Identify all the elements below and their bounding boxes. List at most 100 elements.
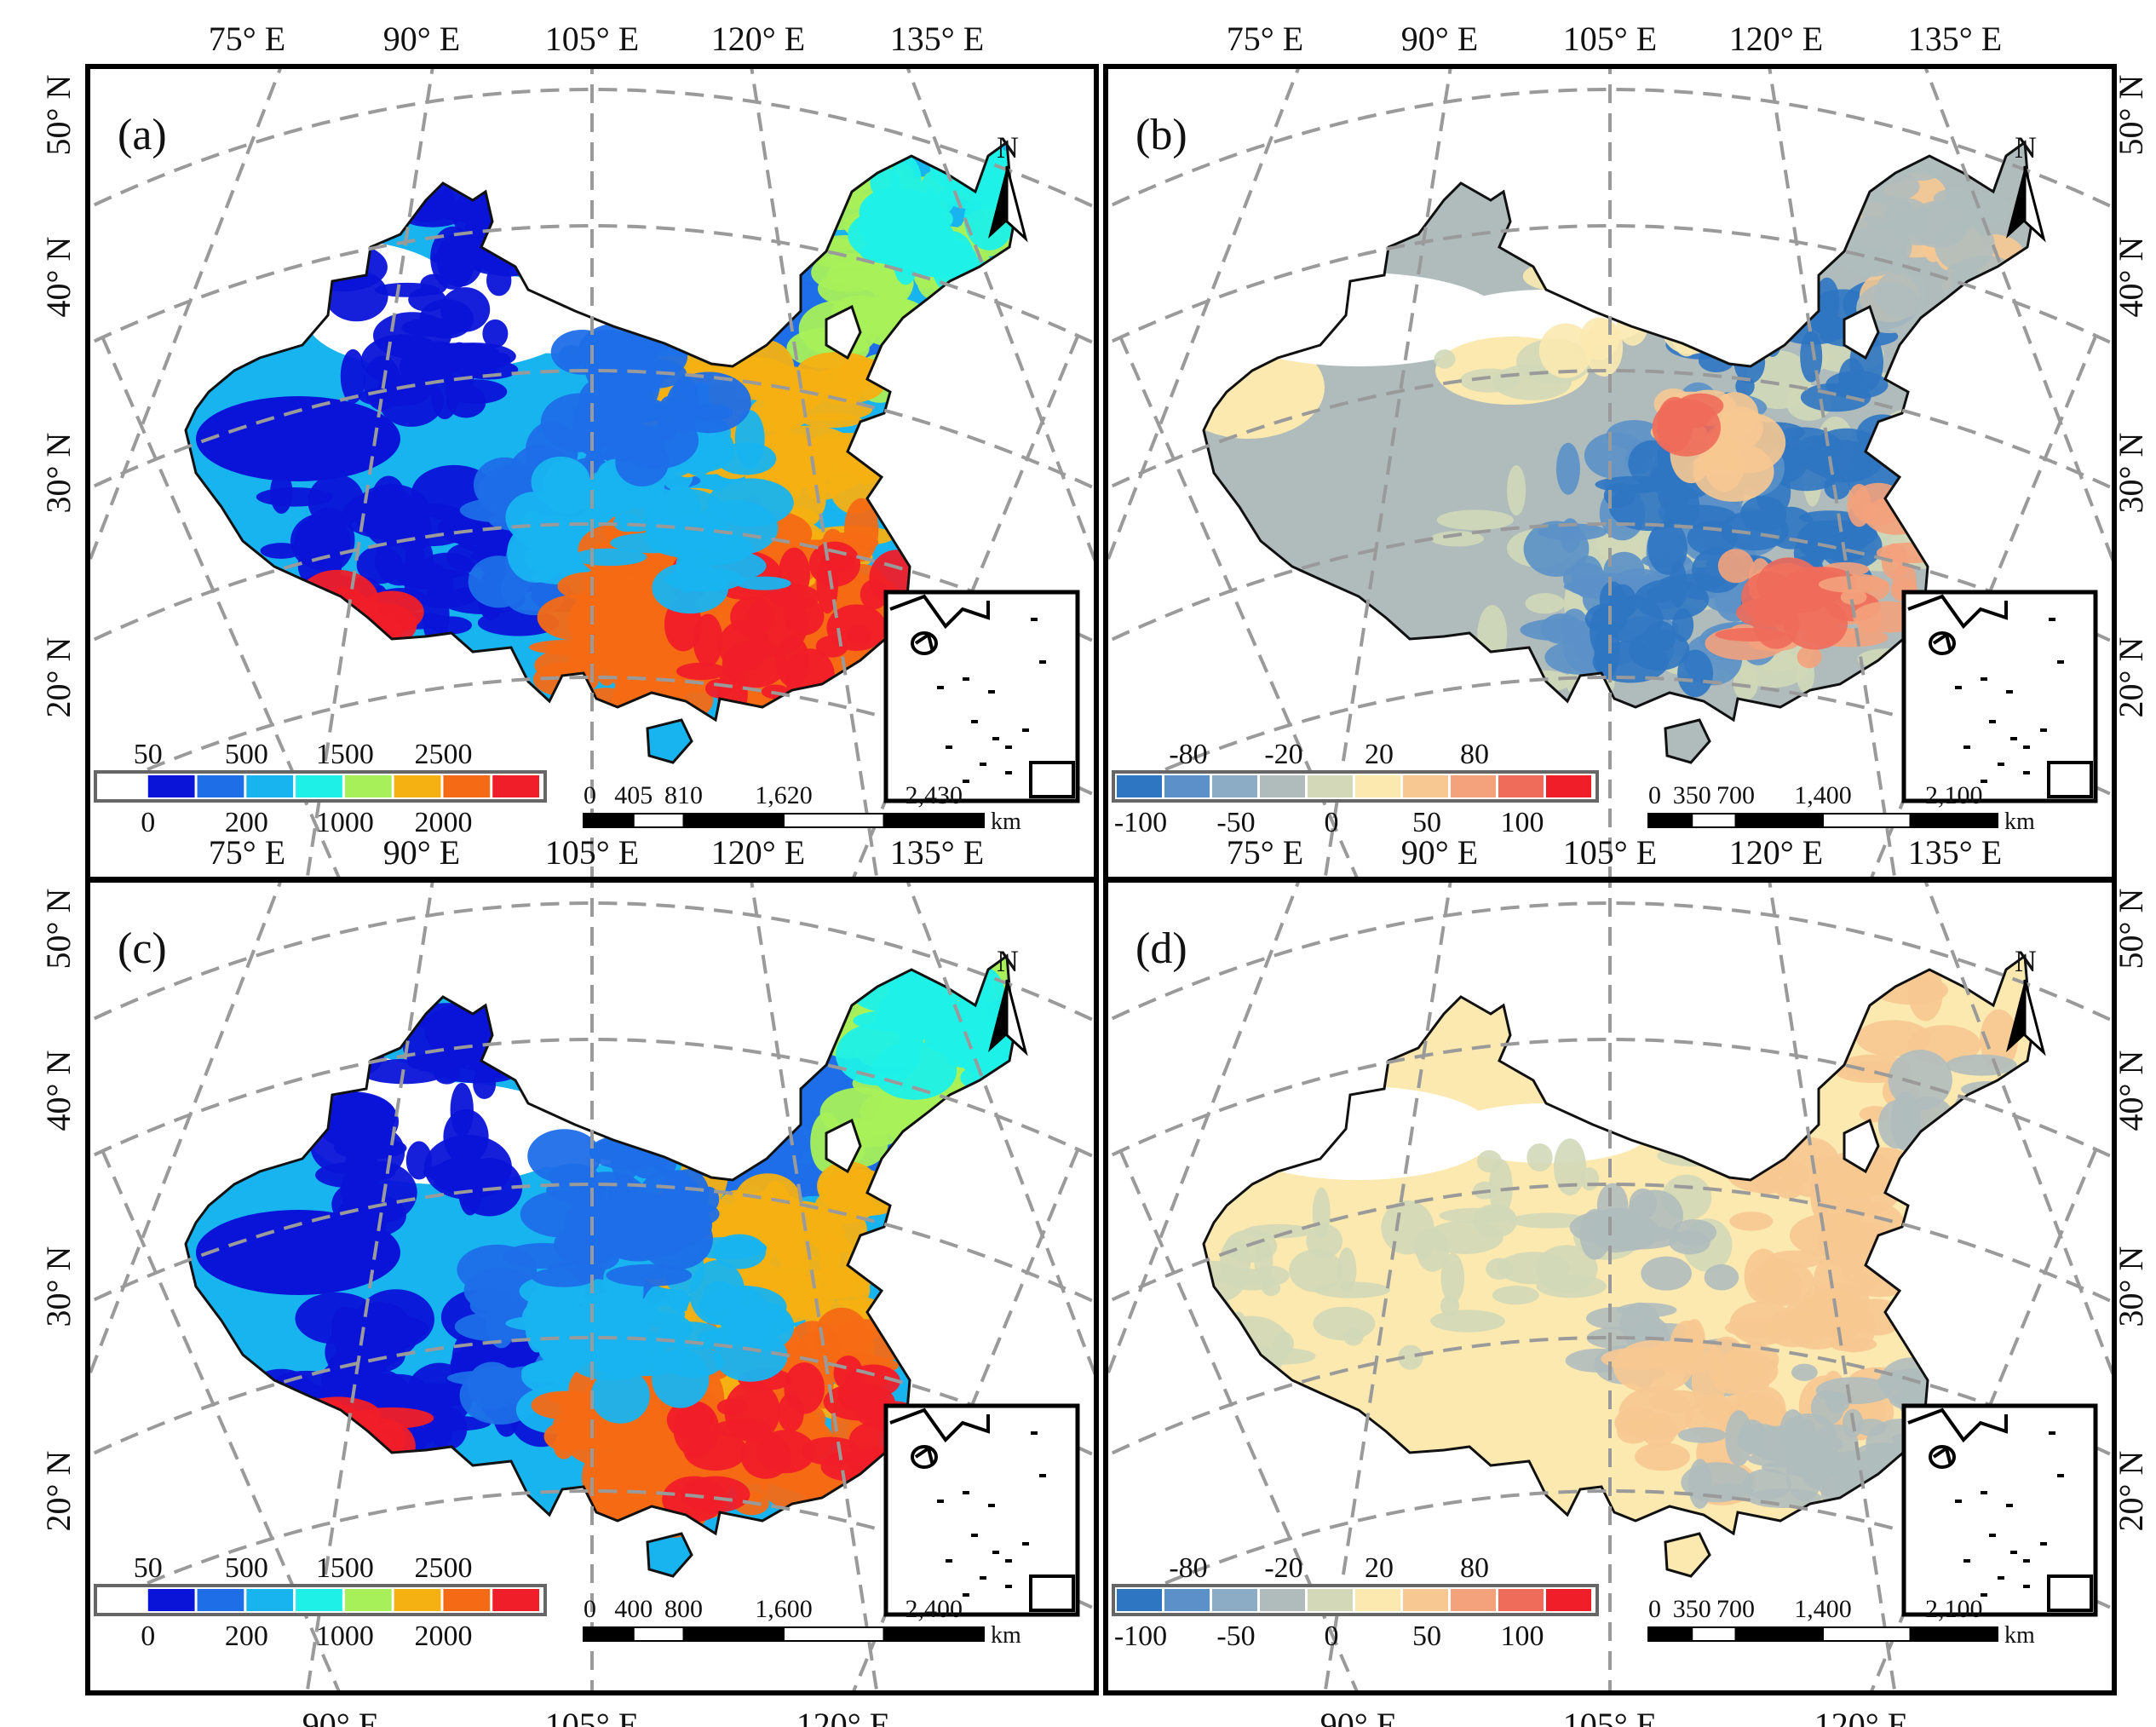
legend-bottom-label: 50 (1412, 807, 1441, 838)
legend-swatch (147, 1589, 195, 1611)
scale-bar-label: 0 (584, 781, 596, 809)
legend-swatch (344, 1589, 392, 1611)
scale-bar-label: 350 (1673, 781, 1711, 809)
north-label: N (2015, 130, 2037, 164)
legend-swatch (1212, 775, 1257, 797)
legend-bottom-label: -50 (1216, 807, 1255, 838)
legend-swatch (1355, 1589, 1400, 1611)
hainan-island (646, 1532, 693, 1578)
color-legend (94, 770, 547, 803)
north-label: N (997, 944, 1019, 978)
legend-bottom-label: 100 (1501, 807, 1544, 838)
legend-swatch (1451, 775, 1496, 797)
latitude-label-left: 30° N (39, 1246, 78, 1327)
longitude-label-top: 135° E (890, 833, 984, 872)
legend-top-label: 80 (1460, 1552, 1489, 1584)
legend-swatch (1260, 1589, 1305, 1611)
legend-swatch (197, 775, 244, 797)
latitude-label-left: 40° N (39, 1051, 78, 1131)
legend-bottom-label: 0 (141, 807, 155, 838)
legend-swatch (1403, 775, 1448, 797)
legend-bottom-label: 100 (1501, 1621, 1544, 1652)
longitude-label-bottom: 90° E (302, 1706, 379, 1727)
scale-bar (583, 1626, 985, 1642)
panel-frame (85, 878, 1099, 1695)
bohai-sea (1843, 1118, 1880, 1174)
hainan-island (1664, 718, 1711, 764)
map-panel-c: (c) N 50 500 1500 2500 0 200 1000 2000 0 400 800 1,60… (85, 878, 1099, 1695)
scale-bar-label: 800 (664, 1595, 703, 1623)
scale-bar-label: 700 (1716, 781, 1755, 809)
scale-bar-label: 0 (584, 1595, 596, 1623)
legend-bottom-label: -100 (1114, 807, 1167, 838)
scale-bar-unit: km (2004, 809, 2035, 835)
latitude-label-right: 50° N (2112, 75, 2150, 156)
legend-top-label: 500 (225, 1552, 268, 1584)
country-boundary (184, 140, 1015, 722)
north-arrow-icon (2006, 979, 2046, 1056)
south-china-sea-inset (1901, 1403, 2098, 1617)
legend-swatch (492, 775, 539, 797)
scale-bar-label: 1,600 (755, 1595, 813, 1623)
legend-bottom-label: 1000 (316, 807, 374, 838)
bohai-sea (825, 1118, 862, 1174)
legend-swatch (1260, 775, 1305, 797)
latitude-label-right: 30° N (2112, 433, 2150, 514)
north-arrow-icon (2006, 165, 2046, 243)
latitude-label-right: 20° N (2112, 1451, 2150, 1532)
legend-swatch (1546, 1589, 1591, 1611)
legend-top-label: -80 (1169, 739, 1207, 770)
scale-bar (1647, 1626, 1998, 1642)
scale-bar-unit: km (991, 809, 1021, 835)
legend-bottom-label: -50 (1216, 1621, 1255, 1652)
longitude-label-top: 105° E (545, 20, 639, 58)
longitude-label-top: 120° E (711, 833, 805, 872)
legend-bottom-label: 0 (1325, 1621, 1339, 1652)
longitude-label-top: 75° E (1227, 833, 1303, 872)
map-panel-b: (b) N -80 -20 20 80 -100 -50 0 50 100 0 350 700 1,400 2… (1103, 64, 2117, 882)
legend-top-label: 80 (1460, 739, 1489, 770)
scale-bar (583, 813, 985, 828)
latitude-label-right: 20° N (2112, 637, 2150, 718)
legend-swatch (99, 775, 146, 797)
legend-bottom-label: 1000 (316, 1621, 374, 1652)
latitude-label-right: 50° N (2112, 889, 2150, 970)
longitude-label-top: 90° E (383, 833, 460, 872)
legend-swatch (246, 775, 294, 797)
legend-swatch (1308, 1589, 1353, 1611)
country-boundary (184, 953, 1015, 1536)
color-legend (1112, 1584, 1599, 1616)
latitude-label-left: 40° N (39, 237, 78, 318)
legend-swatch (99, 1589, 146, 1611)
scale-bar-label: 2,100 (1925, 1595, 1983, 1623)
legend-swatch (394, 1589, 441, 1611)
longitude-label-top: 75° E (1227, 20, 1303, 58)
scale-bar-label: 2,400 (906, 1595, 963, 1623)
scale-bar-label: 400 (614, 1595, 653, 1623)
longitude-label-top: 75° E (209, 20, 285, 58)
longitude-label-bottom: 105° E (1563, 1706, 1657, 1727)
legend-top-label: -20 (1264, 739, 1302, 770)
scale-bar-label: 1,620 (755, 781, 813, 809)
legend-swatch (443, 1589, 491, 1611)
scale-bar-label: 0 (1648, 781, 1661, 809)
south-china-sea-inset (1901, 590, 2098, 803)
scale-bar-label: 2,430 (906, 781, 963, 809)
legend-bottom-label: 0 (141, 1621, 155, 1652)
scale-bar-label: 405 (614, 781, 653, 809)
legend-top-label: 20 (1365, 1552, 1394, 1584)
legend-top-label: 50 (134, 1552, 163, 1584)
hainan-island (1664, 1532, 1711, 1578)
latitude-label-right: 40° N (2112, 237, 2150, 318)
color-legend (94, 1584, 547, 1616)
north-arrow-icon (988, 979, 1028, 1056)
scale-bar-label: 350 (1673, 1595, 1711, 1623)
latitude-label-left: 50° N (39, 75, 78, 156)
legend-top-label: 50 (134, 739, 163, 770)
legend-bottom-label: 0 (1325, 807, 1339, 838)
legend-swatch (1117, 1589, 1162, 1611)
legend-bottom-label: 2000 (414, 807, 472, 838)
longitude-label-top: 135° E (890, 20, 984, 58)
legend-swatch (1308, 775, 1353, 797)
